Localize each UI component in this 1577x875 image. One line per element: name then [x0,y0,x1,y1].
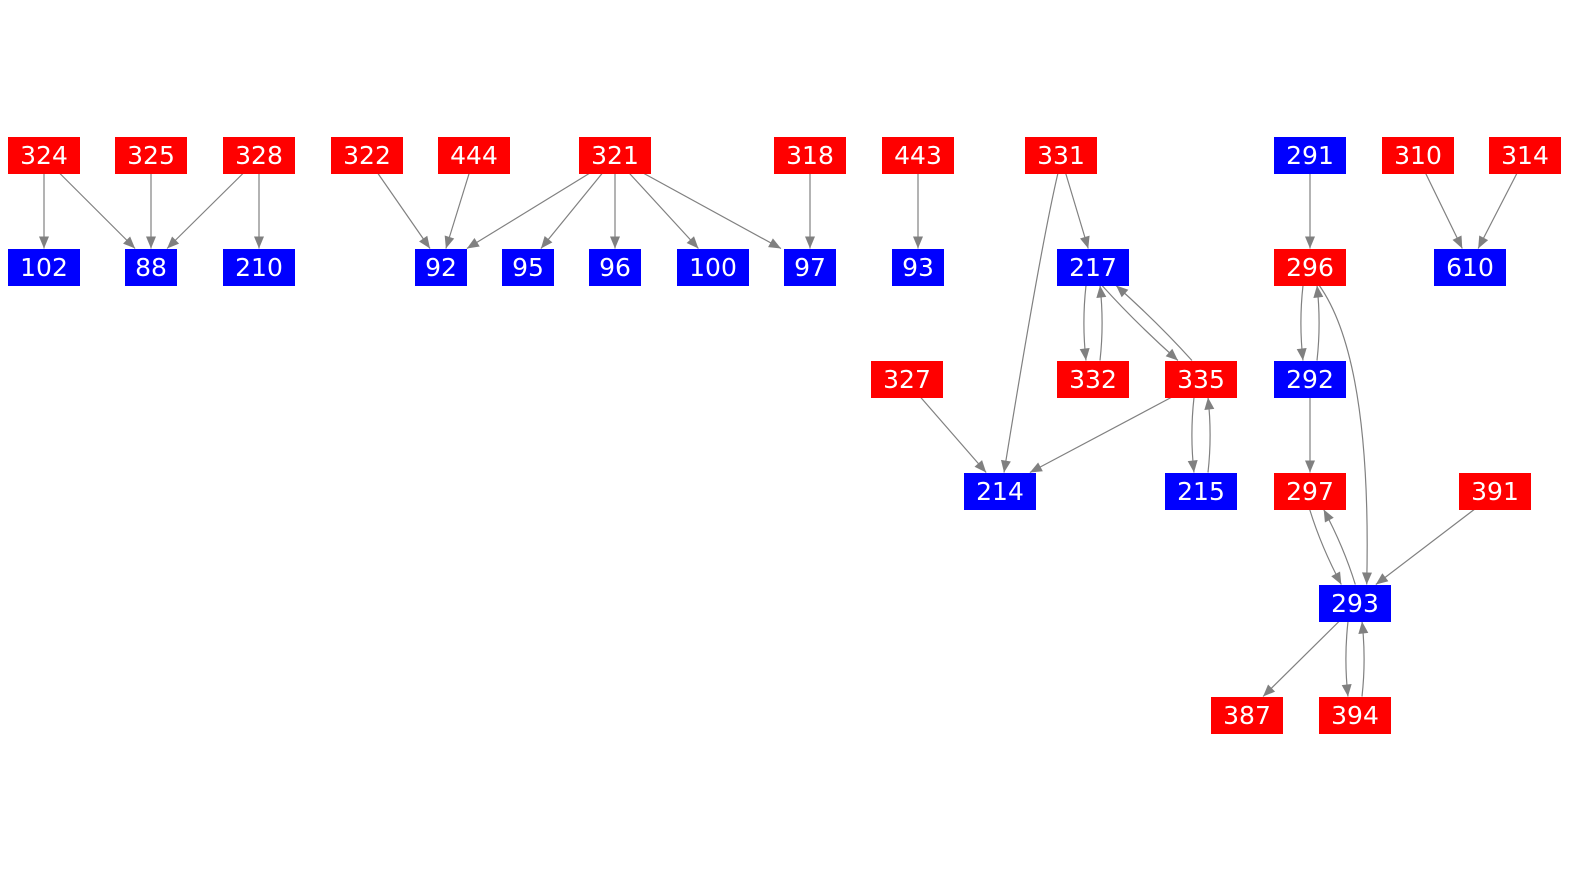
edge-335-217 [1115,285,1193,361]
edge-335-214 [1029,396,1172,474]
node-92: 92 [415,248,467,286]
edge-391-293-arrowhead [1375,573,1389,585]
edge-293-387 [1262,621,1340,697]
edge-327-214 [920,397,987,473]
node-102: 102 [8,248,80,286]
edge-335-214-arrowhead [1029,462,1043,473]
node-214: 214 [964,472,1036,510]
edge-293-297-arrowhead [1323,509,1334,523]
edge-328-88 [166,173,244,249]
node-321: 321 [579,136,651,174]
node-610: 610 [1434,248,1506,286]
edge-217-335-arrowhead [1165,348,1178,361]
edge-296-292-arrowhead [1296,348,1307,361]
node-310: 310 [1382,136,1454,174]
node-96: 96 [589,248,641,286]
edge-293-387-arrowhead [1263,684,1276,697]
node-391: 391 [1459,472,1531,510]
edge-331-214 [1003,173,1059,473]
node-444: 444 [438,136,510,174]
edge-318-97-arrowhead [805,236,815,249]
node-93: 93 [892,248,944,286]
edge-310-610-arrowhead [1452,235,1463,249]
edge-321-97-arrowhead [768,238,782,249]
node-331: 331 [1025,136,1097,174]
edge-296-293-arrowhead [1361,572,1372,585]
edge-328-210-arrowhead [254,236,264,249]
node-88: 88 [125,248,177,286]
edge-332-217-arrowhead [1096,285,1107,298]
node-215: 215 [1165,472,1237,510]
edge-292-296-arrowhead [1313,285,1324,298]
edge-321-97 [643,172,782,250]
node-291: 291 [1274,136,1346,174]
node-318: 318 [774,136,846,174]
edge-327-214-arrowhead [974,460,987,473]
edge-321-100-arrowhead [686,236,699,249]
edge-321-92 [466,172,590,250]
edge-321-95-arrowhead [540,236,553,249]
node-325: 325 [115,136,187,174]
edge-293-394-arrowhead [1341,684,1352,697]
edge-217-335 [1101,285,1179,361]
edge-321-92-arrowhead [466,237,480,249]
edge-331-217-arrowhead [1080,235,1090,249]
edge-335-215-arrowhead [1187,460,1198,473]
node-292: 292 [1274,360,1346,398]
edge-322-92 [377,173,431,249]
node-297: 297 [1274,472,1346,510]
node-100: 100 [677,248,749,286]
edge-215-335-arrowhead [1204,397,1215,410]
node-332: 332 [1057,360,1129,398]
edge-291-296-arrowhead [1305,236,1315,249]
edge-443-93-arrowhead [913,236,923,249]
edge-292-297-arrowhead [1305,460,1315,473]
node-97: 97 [784,248,836,286]
node-210: 210 [223,248,295,286]
edge-324-102-arrowhead [39,236,49,249]
edge-296-293 [1318,285,1368,585]
node-296: 296 [1274,248,1346,286]
edge-391-293 [1375,509,1475,585]
edge-321-96-arrowhead [610,236,620,249]
node-335: 335 [1165,360,1237,398]
node-327: 327 [871,360,943,398]
edge-314-610 [1477,173,1518,249]
node-314: 314 [1489,136,1561,174]
node-322: 322 [331,136,403,174]
node-328: 328 [223,136,295,174]
edge-325-88-arrowhead [146,236,156,249]
edge-444-92-arrowhead [444,235,455,249]
node-95: 95 [502,248,554,286]
edge-324-88-arrowhead [123,236,136,249]
edge-217-332-arrowhead [1079,348,1090,361]
edge-310-610 [1425,173,1463,249]
edge-331-214-arrowhead [1000,459,1011,473]
node-293: 293 [1319,584,1391,622]
edge-324-88 [59,173,136,249]
node-217: 217 [1057,248,1129,286]
edge-394-293-arrowhead [1358,621,1369,634]
node-387: 387 [1211,696,1283,734]
edge-335-217-arrowhead [1116,285,1129,298]
edge-314-610-arrowhead [1478,235,1489,249]
edge-322-92-arrowhead [419,235,430,249]
node-443: 443 [882,136,954,174]
edge-297-293-arrowhead [1331,571,1342,585]
edge-328-88-arrowhead [167,236,180,249]
node-324: 324 [8,136,80,174]
node-394: 394 [1319,696,1391,734]
